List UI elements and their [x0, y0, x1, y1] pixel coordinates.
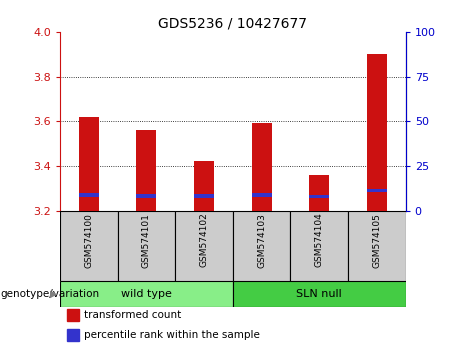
Bar	[290, 211, 348, 281]
Title: GDS5236 / 10427677: GDS5236 / 10427677	[158, 17, 307, 31]
Bar	[136, 194, 156, 198]
Text: wild type: wild type	[121, 289, 172, 299]
Bar	[136, 130, 156, 211]
Bar	[175, 211, 233, 281]
Text: GSM574102: GSM574102	[200, 213, 208, 267]
Bar	[194, 161, 214, 211]
Bar	[233, 211, 290, 281]
Bar	[252, 193, 272, 197]
Bar	[79, 117, 99, 211]
Text: GSM574105: GSM574105	[372, 213, 381, 268]
Text: percentile rank within the sample: percentile rank within the sample	[84, 330, 260, 340]
Bar	[79, 193, 99, 197]
Text: GSM574103: GSM574103	[257, 213, 266, 268]
Bar	[309, 175, 329, 211]
Text: ▶: ▶	[50, 289, 58, 299]
Bar	[60, 281, 233, 307]
Bar	[348, 211, 406, 281]
Bar	[309, 195, 329, 199]
Bar	[118, 211, 175, 281]
Text: SLN null: SLN null	[296, 289, 342, 299]
Bar	[367, 189, 387, 192]
Bar	[67, 329, 79, 341]
Bar	[60, 211, 118, 281]
Text: GSM574101: GSM574101	[142, 213, 151, 268]
Bar	[194, 194, 214, 198]
Text: transformed count: transformed count	[84, 310, 181, 320]
Text: GSM574100: GSM574100	[84, 213, 93, 268]
Bar	[367, 54, 387, 211]
Bar	[233, 281, 406, 307]
Bar	[67, 309, 79, 320]
Text: genotype/variation: genotype/variation	[0, 289, 99, 299]
Text: GSM574104: GSM574104	[315, 213, 324, 267]
Bar	[252, 124, 272, 211]
